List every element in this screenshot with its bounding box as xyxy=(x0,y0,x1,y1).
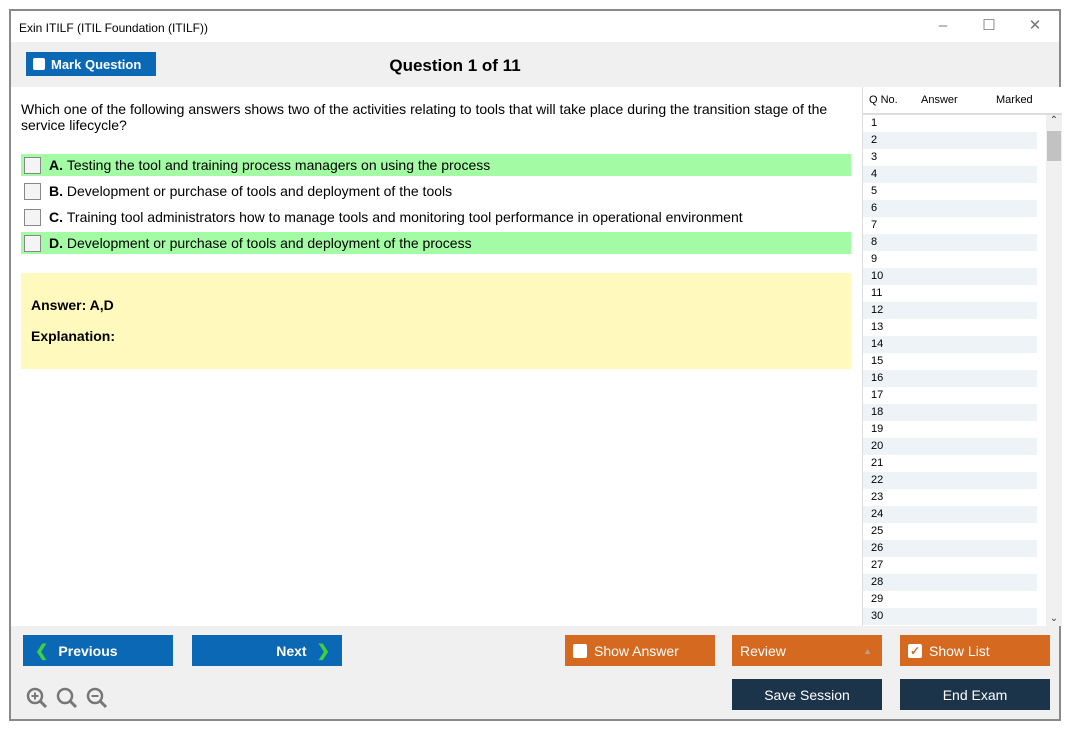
explanation-label: Explanation: xyxy=(31,328,116,344)
question-list: Q No. Answer Marked 1 2 3 4 5 6 7 8 9 10 11 12 13 14 1… xyxy=(862,87,1062,626)
question-text: Which one of the following answers shows… xyxy=(21,101,828,133)
list-row[interactable]: 10 xyxy=(863,268,1037,285)
col-answer: Answer xyxy=(921,94,958,106)
list-row[interactable]: 8 xyxy=(863,234,1037,251)
option-text: Development or purchase of tools and dep… xyxy=(66,235,472,251)
list-row[interactable]: 7 xyxy=(871,219,878,231)
list-row[interactable]: 13 xyxy=(871,321,884,333)
question-area: Which one of the following answers shows… xyxy=(11,87,859,626)
option-text: Training tool administrators how to mana… xyxy=(66,209,743,225)
previous-label: Previous xyxy=(58,642,118,659)
list-row[interactable]: 14 xyxy=(863,336,1037,353)
answer-option[interactable]: B. Development or purchase of tools and … xyxy=(21,180,851,202)
app-window: Exin ITILF (ITIL Foundation (ITILF)) – ☐… xyxy=(9,9,1062,721)
list-row[interactable]: 3 xyxy=(871,151,878,163)
answer-label: Answer: A,D xyxy=(31,297,114,313)
header: Mark Question Question 1 of 11 xyxy=(11,42,1059,87)
option-letter: D. xyxy=(49,235,63,251)
option-checkbox[interactable] xyxy=(24,182,41,200)
list-row[interactable]: 12 xyxy=(863,302,1037,319)
list-row[interactable]: 22 xyxy=(863,472,1037,489)
list-row[interactable]: 17 xyxy=(871,389,884,401)
list-row[interactable]: 26 xyxy=(863,540,1037,557)
option-letter: B. xyxy=(49,183,63,199)
list-row[interactable]: 18 xyxy=(863,404,1037,421)
list-row[interactable]: 15 xyxy=(871,355,884,367)
col-qno: Q No. xyxy=(869,94,898,106)
show-answer-button[interactable]: Show Answer xyxy=(565,635,715,666)
show-list-button[interactable]: ✓ Show List xyxy=(900,635,1050,666)
checkbox-icon xyxy=(33,58,45,70)
review-label: Review xyxy=(740,642,786,659)
list-row[interactable]: 5 xyxy=(871,185,878,197)
list-row[interactable]: 28 xyxy=(863,574,1037,591)
option-letter: C. xyxy=(49,209,63,225)
checkbox-checked-icon: ✓ xyxy=(908,643,922,658)
list-row[interactable]: 19 xyxy=(871,423,884,435)
review-button[interactable]: Review ▲ xyxy=(732,635,882,666)
checkbox-icon xyxy=(573,643,587,658)
list-row[interactable]: 25 xyxy=(871,525,884,537)
list-row[interactable]: 6 xyxy=(863,200,1037,217)
list-row[interactable]: 24 xyxy=(863,506,1037,523)
scrollbar[interactable]: ⌃ ⌄ xyxy=(1046,115,1062,626)
window-title: Exin ITILF (ITIL Foundation (ITILF)) xyxy=(19,21,208,35)
option-checkbox[interactable] xyxy=(24,234,41,252)
save-session-button[interactable]: Save Session xyxy=(732,679,882,710)
previous-button[interactable]: ❮ Previous xyxy=(23,635,173,666)
list-row[interactable]: 9 xyxy=(871,253,878,265)
zoom-in-icon[interactable] xyxy=(25,686,49,710)
zoom-reset-icon[interactable] xyxy=(55,686,79,710)
list-header: Q No. Answer Marked xyxy=(863,87,1062,115)
list-row[interactable]: 21 xyxy=(871,457,884,469)
show-answer-label: Show Answer xyxy=(594,642,679,659)
show-list-label: Show List xyxy=(929,642,990,659)
option-checkbox[interactable] xyxy=(24,156,41,174)
option-text: Development or purchase of tools and dep… xyxy=(66,183,453,199)
minimize-icon[interactable]: – xyxy=(938,17,948,34)
chevron-right-icon: ❯ xyxy=(316,642,330,660)
end-exam-button[interactable]: End Exam xyxy=(900,679,1050,710)
list-row[interactable]: 30 xyxy=(863,608,1037,625)
list-row[interactable]: 27 xyxy=(871,559,884,571)
answer-panel: Answer: A,D Explanation: xyxy=(21,273,851,369)
close-icon[interactable]: ✕ xyxy=(1028,17,1042,34)
option-letter: A. xyxy=(49,157,63,173)
list-row[interactable]: 2 xyxy=(863,132,1037,149)
list-row[interactable]: 4 xyxy=(863,166,1037,183)
answer-option[interactable]: A. Testing the tool and training process… xyxy=(21,154,851,176)
zoom-out-icon[interactable] xyxy=(85,686,109,710)
list-row[interactable]: 11 xyxy=(871,287,883,299)
page-title: Question 1 of 11 xyxy=(389,56,521,75)
list-row[interactable]: 16 xyxy=(863,370,1037,387)
option-text: Testing the tool and training process ma… xyxy=(66,157,491,173)
chevron-left-icon: ❮ xyxy=(35,642,49,660)
zoom-controls xyxy=(25,686,109,710)
col-marked: Marked xyxy=(996,94,1033,106)
answer-option[interactable]: C. Training tool administrators how to m… xyxy=(21,206,851,228)
footer: ❮ Previous Next ❯ Show Answer Review ▲ ✓… xyxy=(11,626,1059,719)
scroll-thumb[interactable] xyxy=(1047,131,1061,161)
next-button[interactable]: Next ❯ xyxy=(192,635,342,666)
mark-question-label: Mark Question xyxy=(51,56,142,72)
list-row[interactable]: 20 xyxy=(863,438,1037,455)
list-row[interactable]: 23 xyxy=(871,491,884,503)
maximize-icon[interactable]: ☐ xyxy=(982,17,996,34)
option-checkbox[interactable] xyxy=(24,208,41,226)
scroll-down-icon[interactable]: ⌄ xyxy=(1049,613,1059,624)
title-bar: Exin ITILF (ITIL Foundation (ITILF)) – ☐… xyxy=(11,11,1059,42)
next-label: Next xyxy=(276,642,307,659)
mark-question-button[interactable]: Mark Question xyxy=(26,52,156,76)
scroll-up-icon[interactable]: ⌃ xyxy=(1049,115,1059,126)
list-row[interactable]: 29 xyxy=(871,593,884,605)
list-row[interactable]: 1 xyxy=(871,117,878,129)
answer-option[interactable]: D. Development or purchase of tools and … xyxy=(21,232,851,254)
caret-up-icon: ▲ xyxy=(863,645,872,656)
